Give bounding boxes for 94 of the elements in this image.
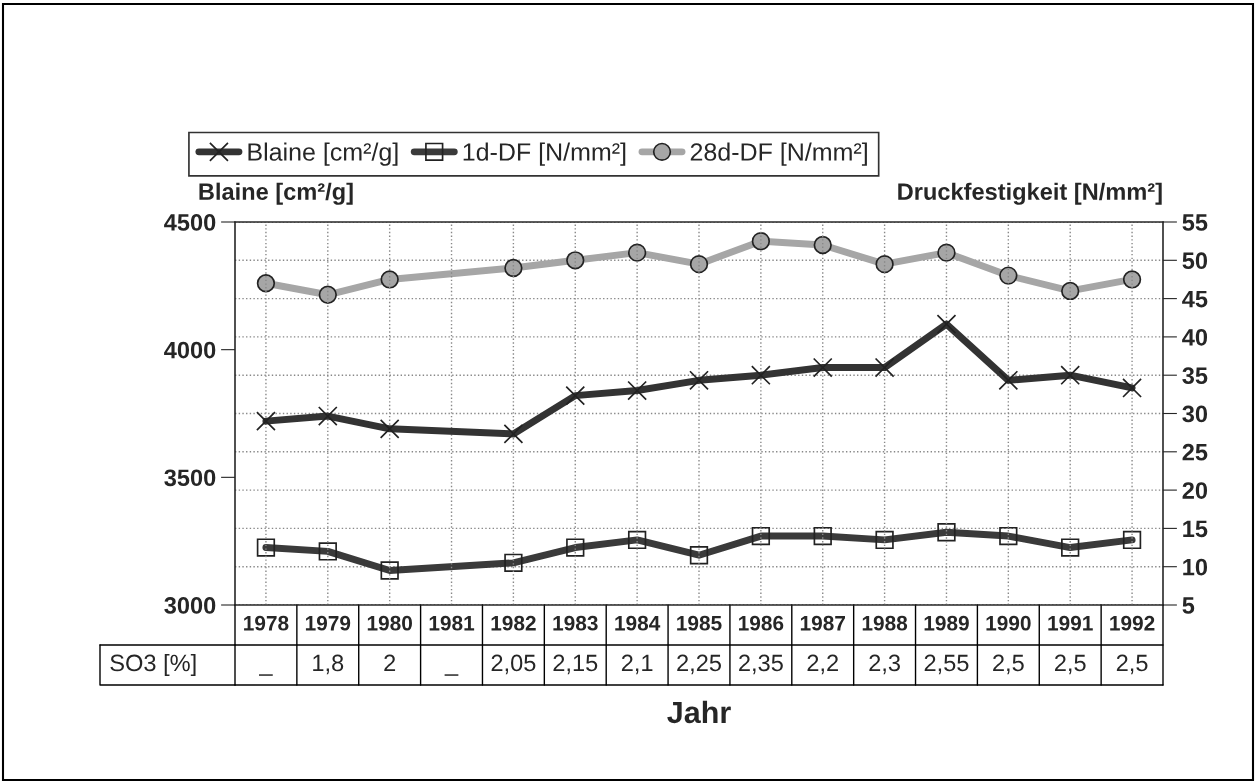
point — [627, 243, 647, 262]
point — [256, 411, 276, 432]
y2-tick-label: 50 — [1182, 252, 1208, 270]
point — [812, 357, 833, 378]
x-tick-label: 1978 — [244, 615, 289, 631]
text: 2,25 — [677, 654, 721, 675]
point — [504, 258, 523, 278]
point — [379, 418, 400, 439]
text: 2,3 — [869, 654, 900, 675]
text: _ — [259, 674, 273, 676]
legend-label: Blaine [cm²/g] — [248, 142, 398, 166]
legend-label: 1d-DF [N/mm²] — [463, 142, 626, 166]
y-tick-label: 4000 — [164, 341, 216, 359]
text: 2,55 — [924, 654, 969, 675]
point — [1060, 365, 1081, 386]
y2-tick-label: 45 — [1182, 290, 1208, 308]
y2-tick-label: 35 — [1182, 367, 1208, 385]
x-tick-label: 1986 — [739, 615, 784, 631]
point — [813, 235, 832, 255]
point — [937, 523, 956, 542]
text: 2,15 — [553, 654, 598, 675]
point — [999, 266, 1018, 285]
point — [318, 542, 337, 561]
text: 2,05 — [491, 654, 536, 675]
text: 2,5 — [993, 654, 1024, 675]
text: _ — [444, 674, 459, 676]
y2-tick-label: 30 — [1182, 405, 1208, 423]
text: 2,5 — [1054, 654, 1086, 675]
point — [998, 370, 1019, 391]
text: 1,8 — [313, 654, 344, 675]
text: 2,35 — [739, 654, 783, 675]
y2-tick-label: 10 — [1183, 558, 1208, 576]
point — [1122, 378, 1142, 398]
x-tick-label: 1987 — [800, 615, 845, 631]
point — [874, 357, 895, 378]
point — [1061, 281, 1080, 301]
point — [627, 530, 647, 550]
point — [566, 251, 585, 270]
y-tick-label: 3000 — [164, 597, 216, 614]
point — [1122, 270, 1142, 289]
point — [256, 538, 276, 557]
point — [1122, 530, 1142, 550]
text: 2 — [384, 654, 396, 672]
text: 2,5 — [1116, 654, 1148, 675]
point — [813, 526, 832, 546]
x-tick-label: 1991 — [1048, 615, 1093, 631]
point — [380, 270, 399, 289]
point — [937, 243, 956, 262]
point — [317, 406, 338, 426]
y2-tick-label: 15 — [1183, 520, 1208, 538]
text: 2,1 — [621, 654, 653, 675]
point — [689, 254, 709, 274]
x-tick-label: 1981 — [429, 615, 475, 631]
point — [504, 553, 523, 573]
point — [751, 231, 771, 251]
x-tick-label: 1989 — [924, 615, 969, 631]
x-axis-title: Jahr — [667, 700, 731, 724]
point — [751, 526, 771, 546]
x-tick-label: 1980 — [367, 615, 412, 631]
y-tick-label: 3500 — [164, 469, 216, 487]
legend-label: 28d-DF [N/mm²] — [690, 142, 867, 166]
point — [689, 546, 709, 565]
x-tick-label: 1988 — [862, 615, 908, 631]
text: 2,2 — [807, 654, 838, 675]
y2-tick-label: 55 — [1182, 214, 1208, 231]
point — [566, 538, 585, 557]
y2-tick-label: 40 — [1182, 328, 1208, 346]
x-tick-label: 1982 — [491, 615, 536, 631]
point — [936, 314, 957, 334]
point — [318, 285, 337, 304]
y2-tick-label: 5 — [1182, 597, 1195, 614]
point — [256, 274, 276, 293]
point — [751, 365, 771, 386]
x-tick-label: 1992 — [1110, 615, 1155, 631]
point — [999, 526, 1018, 546]
y2-axis-title: Druckfestigkeit [N/mm²] — [898, 182, 1162, 205]
x-tick-label: 1983 — [553, 615, 598, 631]
x-tick-label: 1990 — [986, 615, 1031, 631]
point — [503, 424, 524, 444]
y2-tick-label: 20 — [1182, 482, 1208, 499]
y-tick-label: 4500 — [164, 214, 216, 231]
point — [627, 380, 647, 401]
point — [565, 385, 586, 406]
point — [380, 561, 399, 580]
point — [875, 530, 894, 550]
point — [689, 370, 709, 391]
x-tick-label: 1985 — [677, 615, 722, 631]
y-axis-title: Blaine [cm²/g] — [199, 182, 353, 205]
x-tick-label: 1984 — [615, 615, 661, 631]
point — [875, 254, 894, 274]
text: SO3 [%] — [110, 653, 196, 677]
y2-tick-label: 25 — [1182, 443, 1208, 461]
x-tick-label: 1979 — [305, 615, 351, 631]
point — [1061, 538, 1080, 557]
